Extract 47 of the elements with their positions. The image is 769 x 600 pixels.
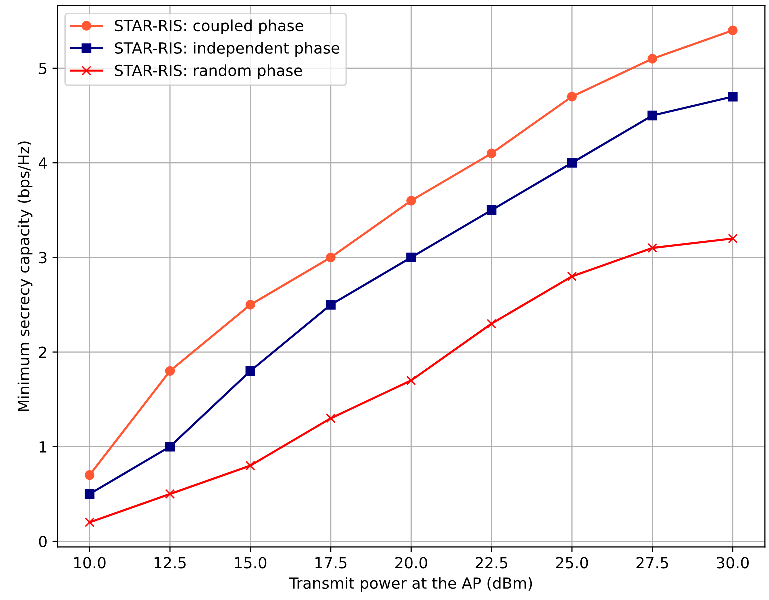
x-tick-label: 10.0 — [74, 557, 106, 569]
y-tick-label: 5 — [39, 63, 47, 74]
point — [165, 489, 176, 500]
point — [406, 252, 416, 263]
point — [165, 366, 176, 376]
legend-label: STAR-RIS: coupled phase — [115, 20, 304, 35]
point — [567, 92, 578, 102]
x-tick-label: 12.5 — [154, 557, 186, 569]
point — [728, 92, 738, 102]
y-tick-label: 2 — [39, 346, 46, 358]
y-tick-label: 3 — [39, 252, 47, 264]
point — [84, 489, 95, 500]
point — [406, 196, 416, 206]
x-tick-label: 20.0 — [396, 557, 428, 569]
legend-label: STAR-RIS: random phase — [115, 64, 302, 80]
x-tick-label: 22.5 — [476, 557, 508, 569]
point — [648, 54, 658, 64]
point — [728, 26, 738, 36]
point — [165, 442, 176, 452]
point — [246, 460, 256, 471]
x-tick-label: 30.0 — [717, 557, 749, 569]
point — [567, 158, 578, 168]
point — [486, 206, 497, 216]
point — [84, 470, 95, 480]
point — [648, 110, 658, 121]
y-tick-label: 1 — [40, 442, 47, 453]
point — [326, 252, 336, 263]
x-tick-label: 15.0 — [235, 557, 267, 569]
point — [246, 300, 256, 310]
y-axis-title: Minimum secrecy capacity (bps/Hz) — [18, 142, 33, 412]
point — [486, 319, 497, 329]
point — [406, 376, 416, 386]
point — [246, 366, 256, 376]
point — [648, 243, 658, 254]
point — [326, 300, 336, 310]
point — [728, 234, 738, 244]
x-axis-title: Transmit power at the AP (dBm) — [289, 577, 532, 592]
point — [326, 414, 336, 424]
x-tick-label: 17.5 — [316, 557, 347, 569]
point — [486, 148, 497, 158]
legend-label: STAR-RIS: independent phase — [115, 42, 340, 57]
x-tick-label: 25.0 — [556, 557, 588, 569]
y-tick-label: 4 — [38, 158, 48, 169]
point — [567, 272, 578, 282]
point — [84, 518, 95, 528]
y-tick-label: 0 — [39, 536, 47, 548]
x-tick-label: 27.5 — [636, 557, 668, 569]
